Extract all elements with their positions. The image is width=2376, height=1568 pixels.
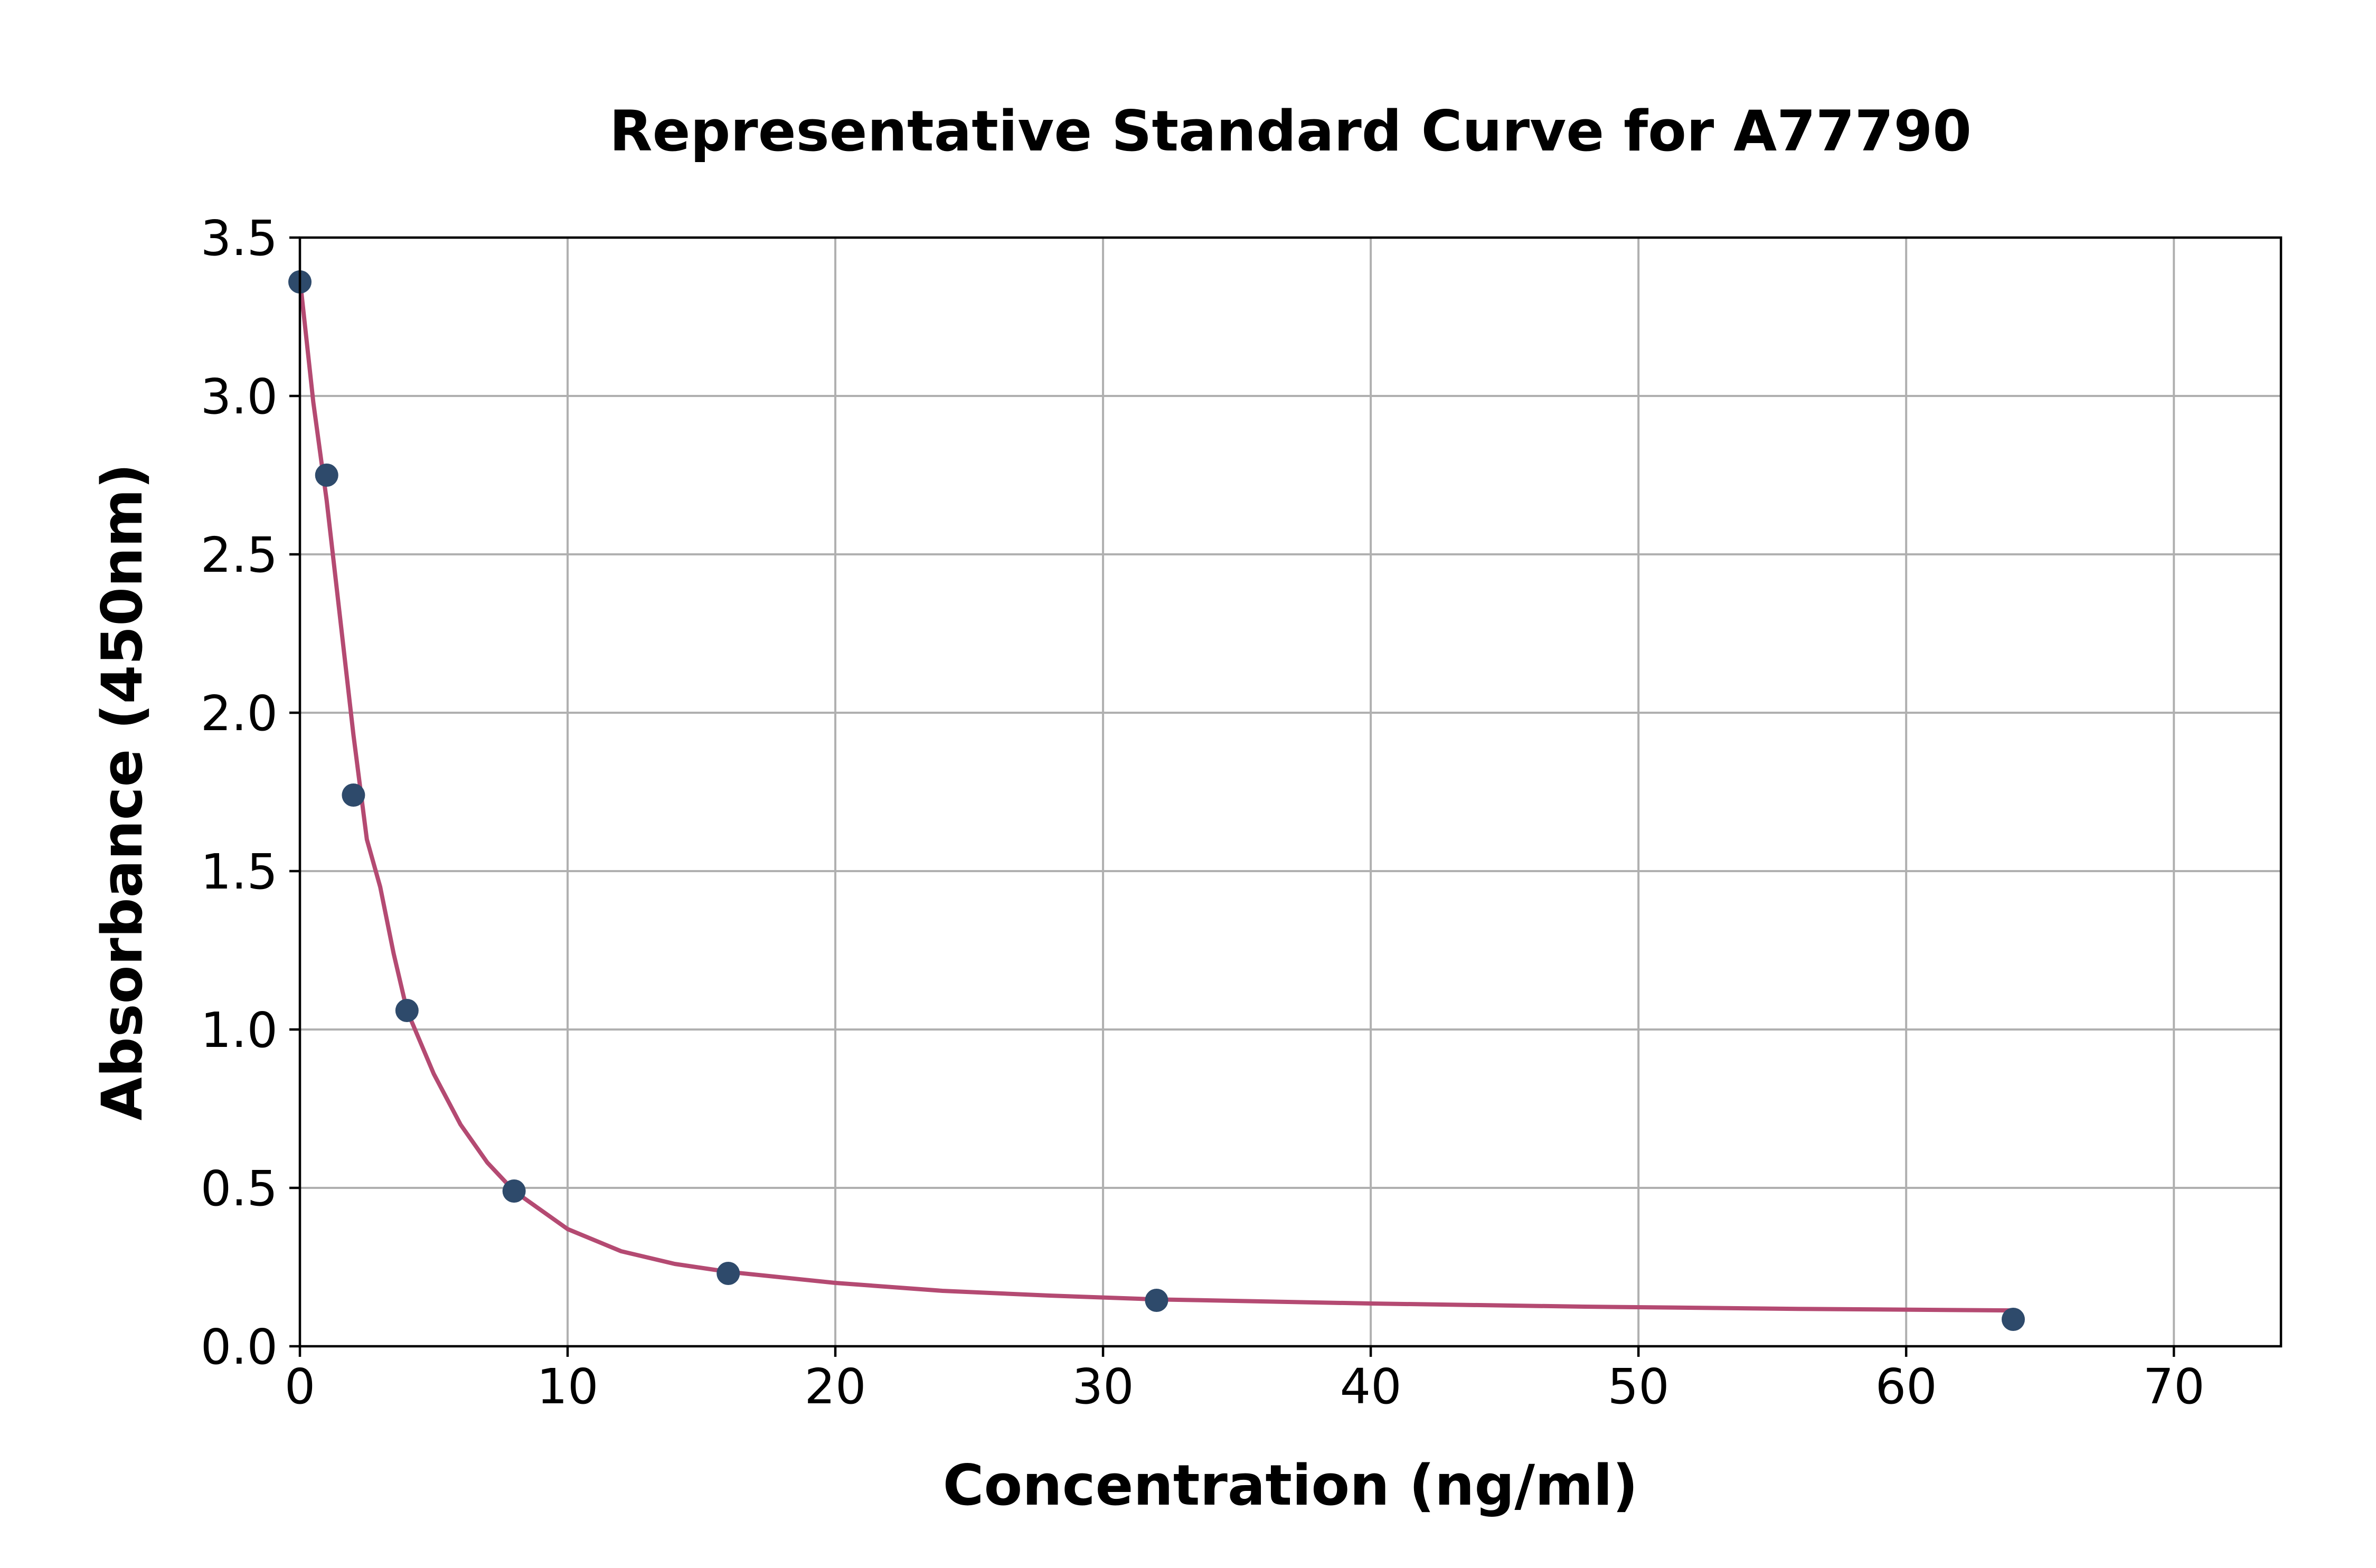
data-point (2001, 1308, 2025, 1331)
plot-frame (298, 236, 2283, 1348)
axis-ticks: 0 10 20 30 40 50 60 70 0.0 0.5 1.0 1.5 2.0 2.5 3.0 3.5 (201, 210, 2205, 1415)
x-tick-label: 10 (536, 1358, 598, 1415)
plot-series (288, 270, 2025, 1331)
y-tick-label: 1.0 (201, 1002, 278, 1059)
x-tick-label: 20 (805, 1358, 866, 1415)
y-tick-label: 0.5 (201, 1160, 278, 1217)
data-point (716, 1262, 740, 1285)
data-point (395, 999, 419, 1022)
x-tick-label: 70 (2143, 1358, 2205, 1415)
data-point (1145, 1289, 1168, 1312)
x-tick-label: 50 (1608, 1358, 1670, 1415)
x-axis-label: Concentration (ng/ml) (943, 1453, 1638, 1518)
data-point (315, 464, 338, 487)
y-tick-label: 3.0 (201, 369, 278, 425)
y-tick-label: 3.5 (201, 210, 278, 267)
x-tick-label: 60 (1875, 1358, 1937, 1415)
data-point (502, 1179, 526, 1203)
x-tick-label: 0 (285, 1358, 316, 1415)
x-tick-label: 40 (1340, 1358, 1402, 1415)
y-tick-label: 2.0 (201, 685, 278, 742)
y-axis-label: Absorbance (450nm) (90, 464, 155, 1121)
y-tick-label: 2.5 (201, 527, 278, 583)
data-point (342, 783, 365, 807)
y-tick-label: 0.0 (201, 1319, 278, 1375)
y-tick-label: 1.5 (201, 844, 278, 900)
x-tick-label: 30 (1072, 1358, 1134, 1415)
chart-title: Representative Standard Curve for A77790 (609, 99, 1972, 164)
